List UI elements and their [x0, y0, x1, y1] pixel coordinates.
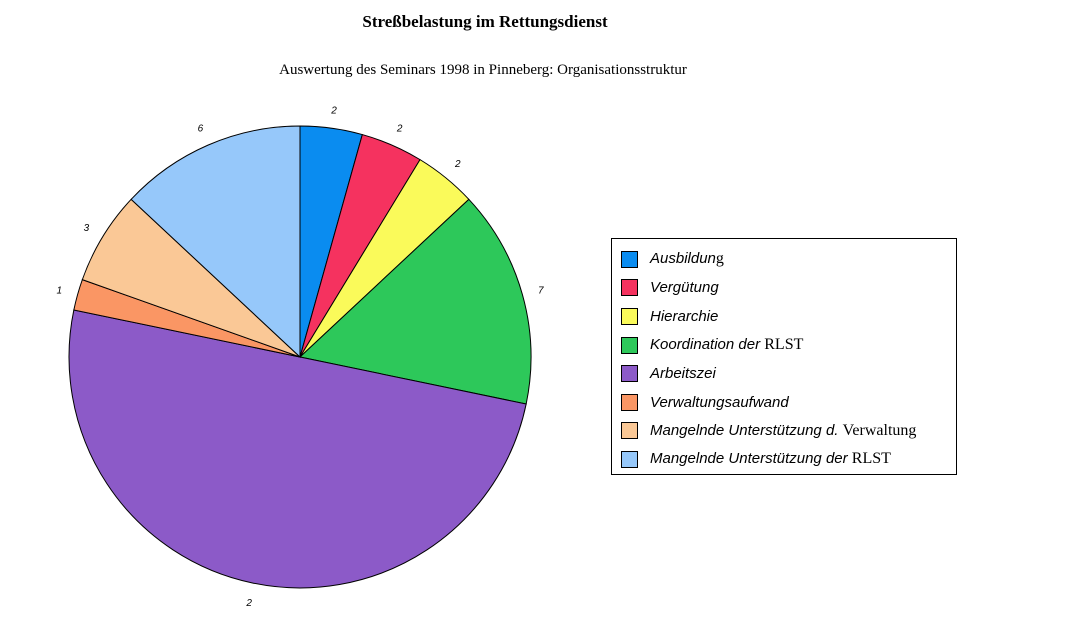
legend-label-text-3: Koordination der — [650, 336, 765, 354]
chart-subtitle: Auswertung des Seminars 1998 in Pinneber… — [279, 62, 687, 78]
legend-item-2: Hierarchie — [612, 302, 956, 331]
legend-label-7: Mangelnde Unterstützung der RLST — [650, 450, 891, 468]
legend-label-3: Koordination der RLST — [650, 336, 803, 354]
legend-label-2: Hierarchie — [650, 308, 718, 325]
legend-swatch-3 — [621, 336, 638, 354]
legend-label-text-5: Verwaltungsaufwand — [650, 393, 789, 411]
legend-swatch-6 — [621, 422, 638, 440]
slice-label-7: 6 — [198, 124, 204, 135]
slice-label-2: 2 — [454, 159, 461, 170]
legend-swatch-0 — [621, 250, 638, 268]
legend-item-7: Mangelnde Unterstützung der RLST — [612, 445, 956, 474]
pie-slice-7 — [130, 125, 301, 359]
legend-label-tail-6: Verwaltung — [842, 421, 917, 439]
legend-label-text-1: Vergütung — [650, 279, 719, 297]
legend-item-4: Arbeitszei — [612, 359, 956, 388]
slice-label-5: 1 — [56, 286, 62, 297]
legend-label-text-2: Hierarchie — [650, 307, 719, 325]
pie-slice-3 — [298, 198, 532, 405]
legend-item-1: Vergütung — [612, 274, 956, 303]
legend: Ausbildung Vergütung Hierarchie Koordinatio… — [611, 238, 957, 475]
legend-swatch-2 — [621, 307, 638, 325]
pie-slice-4 — [68, 309, 527, 589]
legend-label-tail-0: g — [715, 250, 724, 268]
legend-label-text-6: Mangelnde Unterstützung d. — [650, 421, 843, 439]
slice-label-6: 3 — [84, 223, 90, 234]
legend-swatch-7 — [621, 450, 638, 468]
slice-label-0: 2 — [330, 105, 337, 116]
legend-item-6: Mangelnde Unterstützung d. Verwaltung — [612, 417, 956, 446]
legend-label-tail-3: RLST — [764, 336, 804, 354]
legend-label-6: Mangelnde Unterstützung d. Verwaltung — [650, 422, 916, 440]
legend-item-3: Koordination der RLST — [612, 331, 956, 360]
legend-swatch-1 — [621, 279, 638, 297]
legend-label-5: Verwaltungsaufwand — [650, 394, 789, 411]
legend-label-text-0: Ausbildun — [650, 250, 716, 268]
slice-label-4: 2 — [245, 598, 252, 609]
legend-swatch-4 — [621, 365, 638, 383]
legend-swatch-5 — [621, 393, 638, 411]
chart-title: Streßbelastung im Rettungsdienst — [362, 12, 608, 31]
legend-item-5: Verwaltungsaufwand — [612, 388, 956, 417]
legend-label-0: Ausbildung — [650, 250, 724, 268]
legend-item-0: Ausbildung — [612, 245, 956, 274]
slice-label-1: 2 — [396, 124, 403, 135]
legend-label-text-7: Mangelnde Unterstützung der — [650, 450, 852, 468]
legend-label-4: Arbeitszei — [650, 365, 716, 382]
slice-label-3: 7 — [538, 286, 544, 297]
legend-label-1: Vergütung — [650, 279, 719, 296]
legend-label-tail-7: RLST — [851, 450, 891, 468]
legend-label-text-4: Arbeitszei — [650, 365, 716, 383]
